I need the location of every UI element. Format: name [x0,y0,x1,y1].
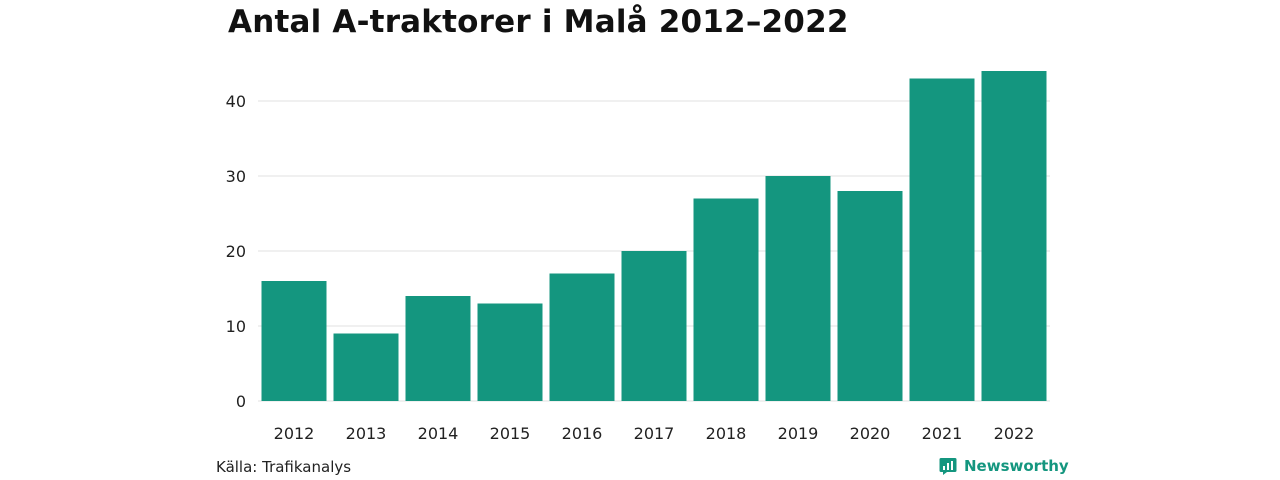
y-tick-label: 40 [226,92,246,111]
bar-2020 [837,191,903,401]
x-tick-label: 2012 [274,424,315,443]
newsworthy-logo-icon [939,458,957,475]
y-tick-label: 20 [226,242,246,261]
x-tick-label: 2014 [418,424,459,443]
bar-2022 [981,71,1047,401]
bar-2019 [765,176,831,401]
x-tick-label: 2022 [994,424,1035,443]
bar-2015 [477,303,543,401]
bar-2016 [549,273,615,401]
brand-name: Newsworthy [964,457,1069,475]
y-tick-label: 0 [236,392,246,411]
bar-2014 [405,296,471,401]
x-tick-label: 2017 [634,424,675,443]
bar-2012 [261,281,327,401]
x-tick-label: 2020 [850,424,891,443]
x-tick-label: 2018 [706,424,747,443]
bar-2021 [909,78,975,401]
x-tick-label: 2016 [562,424,603,443]
bars [261,71,1047,401]
y-tick-label: 30 [226,167,246,186]
x-tick-label: 2013 [346,424,387,443]
x-axis-ticks: 2012 2013 2014 2015 2016 2017 2018 2019 2020 2021… [274,424,1035,443]
chart-title: Antal A-traktorer i Malå 2012–2022 [228,4,849,40]
x-tick-label: 2015 [490,424,531,443]
y-tick-label: 10 [226,317,246,336]
bar-2018 [693,198,759,401]
bar-2017 [621,251,687,401]
brand-logo: Newsworthy [938,456,1069,476]
bar-2013 [333,333,399,401]
x-tick-label: 2019 [778,424,819,443]
x-tick-label: 2021 [922,424,963,443]
y-axis-ticks: 0 10 20 30 40 [226,92,246,411]
source-note: Källa: Trafikanalys [216,458,352,476]
